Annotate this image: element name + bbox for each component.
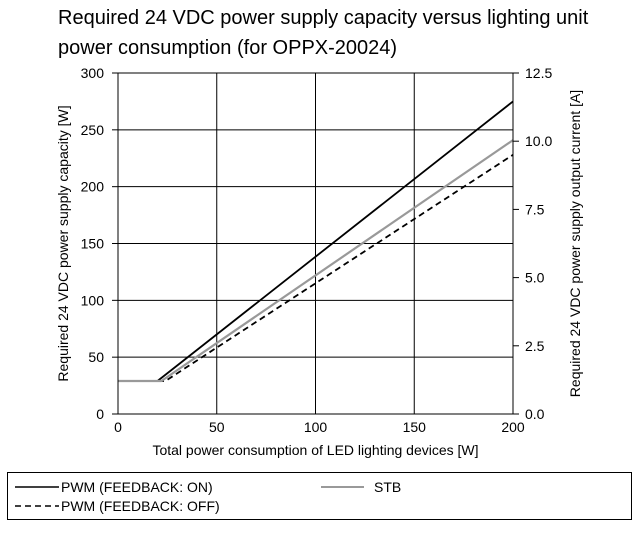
- y2-tick-label: 10.0: [525, 133, 552, 149]
- y-tick-label: 0: [96, 406, 104, 422]
- y2-tick-label: 12.5: [525, 65, 552, 81]
- y-tick-label: 200: [81, 179, 105, 195]
- y-tick-label: 250: [81, 122, 105, 138]
- y-tick-label: 100: [81, 292, 105, 308]
- y-axis-label: Required 24 VDC power supply capacity [W…: [55, 105, 71, 381]
- y2-tick-label: 7.5: [525, 201, 545, 217]
- y2-tick-label: 5.0: [525, 270, 545, 286]
- series-layer: [118, 100, 514, 383]
- legend: PWM (FEEDBACK: ON) PWM (FEEDBACK: OFF) S…: [7, 472, 632, 520]
- legend-label-pwm-on: PWM (FEEDBACK: ON): [61, 479, 213, 495]
- y2-axis-label: Required 24 VDC power supply output curr…: [567, 90, 583, 397]
- tick-layer: 0 50 100 150 200 0 50 100 150 200 250 300 0.0 2.5 5.0 7…: [81, 65, 553, 435]
- y-tick-label: 150: [81, 236, 105, 252]
- chart-title: Required 24 VDC power supply capacity ve…: [58, 7, 589, 59]
- x-tick-label: 100: [304, 419, 328, 435]
- legend-label-stb: STB: [374, 479, 401, 495]
- y2-tick-label: 0.0: [525, 406, 545, 422]
- x-tick-label: 150: [403, 419, 427, 435]
- x-tick-label: 50: [209, 419, 225, 435]
- series-line-stb: [118, 139, 514, 383]
- x-tick-label: 200: [501, 419, 525, 435]
- x-axis-label: Total power consumption of LED lighting …: [152, 442, 478, 458]
- y-tick-label: 300: [81, 65, 105, 81]
- legend-label-pwm-off: PWM (FEEDBACK: OFF): [61, 498, 220, 514]
- x-tick-label: 0: [114, 419, 122, 435]
- legend-svg: PWM (FEEDBACK: ON) PWM (FEEDBACK: OFF) S…: [15, 479, 401, 514]
- grid-layer: [117, 72, 514, 415]
- y-tick-label: 50: [88, 349, 104, 365]
- y2-tick-label: 2.5: [525, 338, 545, 354]
